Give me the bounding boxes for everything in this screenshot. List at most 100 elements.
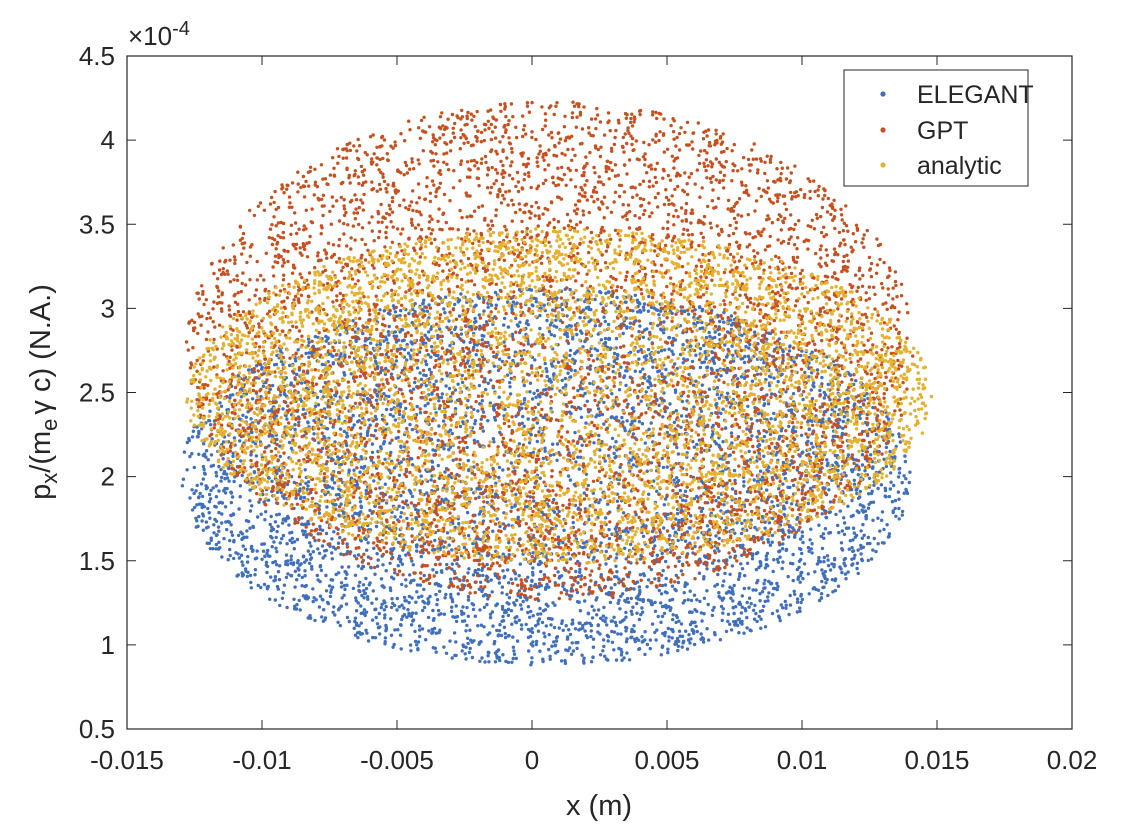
data-point — [510, 505, 514, 509]
data-point — [701, 640, 706, 644]
data-point — [588, 381, 592, 386]
data-point — [503, 631, 507, 636]
data-point — [710, 613, 715, 618]
data-point — [323, 554, 327, 558]
data-point — [466, 533, 471, 538]
data-point — [419, 474, 423, 478]
data-point — [713, 584, 717, 588]
data-point — [393, 418, 398, 422]
data-point — [500, 591, 504, 595]
data-point — [820, 375, 824, 380]
data-point — [629, 542, 633, 547]
data-point — [437, 424, 441, 428]
data-point — [624, 610, 628, 615]
data-point — [885, 415, 889, 419]
data-point — [732, 583, 736, 588]
data-point — [563, 661, 568, 666]
data-point — [722, 310, 726, 315]
data-point — [664, 576, 668, 581]
data-point — [747, 586, 751, 590]
data-point — [853, 553, 857, 557]
data-point — [399, 493, 403, 498]
data-point — [641, 305, 646, 309]
data-point — [821, 532, 826, 536]
data-point — [904, 477, 908, 481]
data-point — [647, 375, 651, 379]
data-point — [320, 615, 324, 619]
data-point — [422, 587, 426, 592]
data-point — [856, 496, 861, 500]
data-point — [513, 616, 517, 620]
data-point — [726, 612, 731, 616]
data-point — [590, 604, 594, 609]
data-point — [896, 475, 901, 479]
data-point — [308, 552, 312, 557]
data-point — [884, 445, 889, 450]
data-point — [418, 371, 422, 375]
data-point — [762, 402, 767, 406]
data-point — [190, 488, 194, 492]
data-point — [331, 610, 335, 614]
data-point — [264, 560, 269, 564]
data-point — [456, 592, 460, 596]
data-point — [411, 387, 416, 391]
data-point — [599, 290, 603, 295]
data-point — [339, 604, 343, 608]
data-point — [788, 485, 792, 490]
data-point — [702, 343, 706, 348]
data-point — [493, 660, 498, 664]
data-point — [188, 496, 192, 500]
data-point — [836, 468, 840, 473]
data-point — [777, 487, 781, 491]
data-point — [430, 631, 434, 635]
data-point — [889, 480, 893, 484]
data-point — [445, 374, 449, 378]
data-point — [793, 592, 797, 596]
data-point — [595, 357, 599, 361]
data-point — [640, 635, 644, 639]
data-point — [589, 629, 593, 633]
data-point — [359, 611, 363, 616]
data-point — [689, 598, 694, 603]
data-point — [356, 553, 361, 557]
data-point — [484, 320, 489, 324]
data-point — [378, 308, 382, 312]
data-point — [842, 516, 846, 520]
data-point — [552, 334, 557, 338]
data-point — [568, 478, 573, 482]
data-point — [678, 634, 682, 638]
data-point — [729, 596, 733, 600]
data-point — [773, 417, 777, 421]
data-point — [742, 360, 747, 365]
data-point — [664, 367, 668, 372]
data-point — [806, 501, 811, 506]
data-point — [442, 307, 446, 311]
data-point — [569, 652, 574, 656]
data-point — [694, 624, 698, 628]
data-point — [431, 646, 435, 650]
data-point — [650, 622, 655, 626]
data-point — [460, 649, 464, 653]
data-point — [865, 392, 869, 396]
data-point — [197, 514, 201, 519]
data-point — [347, 619, 351, 624]
data-point — [571, 357, 575, 361]
data-point — [365, 595, 370, 599]
data-point — [313, 618, 317, 623]
data-point — [354, 596, 358, 600]
data-point — [603, 319, 607, 324]
data-point — [750, 553, 755, 558]
data-point — [624, 383, 628, 388]
data-point — [667, 635, 671, 639]
data-point — [516, 515, 520, 519]
data-point — [609, 586, 613, 590]
data-point — [466, 458, 470, 463]
data-point — [798, 609, 802, 613]
data-point — [758, 469, 763, 473]
data-point — [297, 420, 301, 424]
data-point — [576, 455, 580, 459]
data-point — [441, 419, 446, 423]
data-point — [543, 449, 547, 453]
data-point — [408, 643, 413, 647]
data-point — [620, 415, 624, 420]
